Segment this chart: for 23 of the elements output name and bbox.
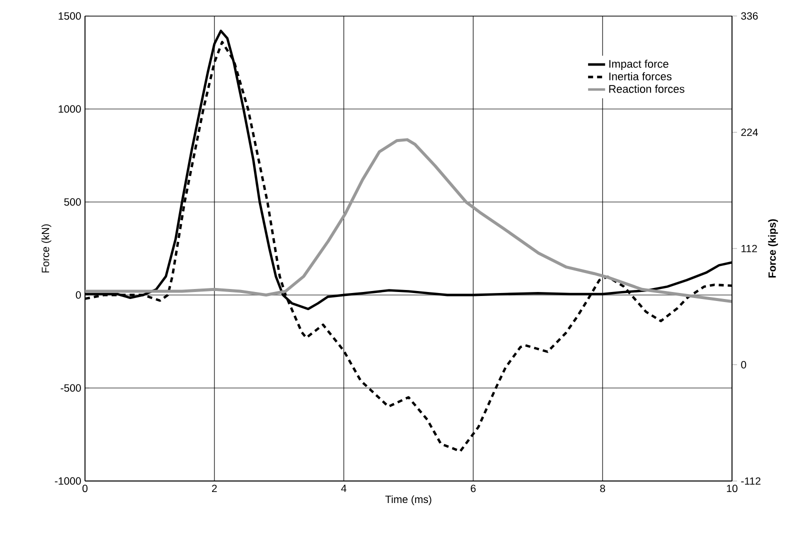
x-tick-label: 6 — [470, 484, 476, 492]
x-axis-title: Time (ms) — [385, 495, 432, 506]
y2-axis-title: Force (kips) — [768, 219, 778, 278]
y-tick-label: 1500 — [58, 12, 81, 20]
y-tick-label: 0 — [76, 291, 81, 299]
y-tick-label: 1000 — [58, 105, 81, 113]
y2-tick-label: 112 — [742, 244, 757, 252]
y-tick-label: -1000 — [54, 477, 81, 485]
y2-tick-label: 0 — [741, 361, 746, 368]
y2-tick-label: 336 — [741, 12, 758, 20]
y-axis-title: Force (kN) — [41, 224, 52, 272]
x-tick-label: 8 — [600, 484, 606, 492]
y-tick-label: -500 — [60, 384, 81, 392]
y-tick-label: 500 — [64, 198, 81, 206]
x-tick-label: 2 — [212, 484, 217, 492]
x-tick-label: 0 — [82, 484, 88, 492]
y2-tick-label: -112 — [741, 477, 760, 485]
y2-tick-label: 224 — [741, 128, 758, 136]
legend-label: Reaction forces — [609, 84, 684, 93]
x-tick-label: 10 — [726, 484, 738, 492]
legend-label: Impact force — [609, 60, 668, 70]
x-tick-label: 4 — [341, 484, 346, 492]
legend-label: Inertia forces — [609, 72, 672, 80]
